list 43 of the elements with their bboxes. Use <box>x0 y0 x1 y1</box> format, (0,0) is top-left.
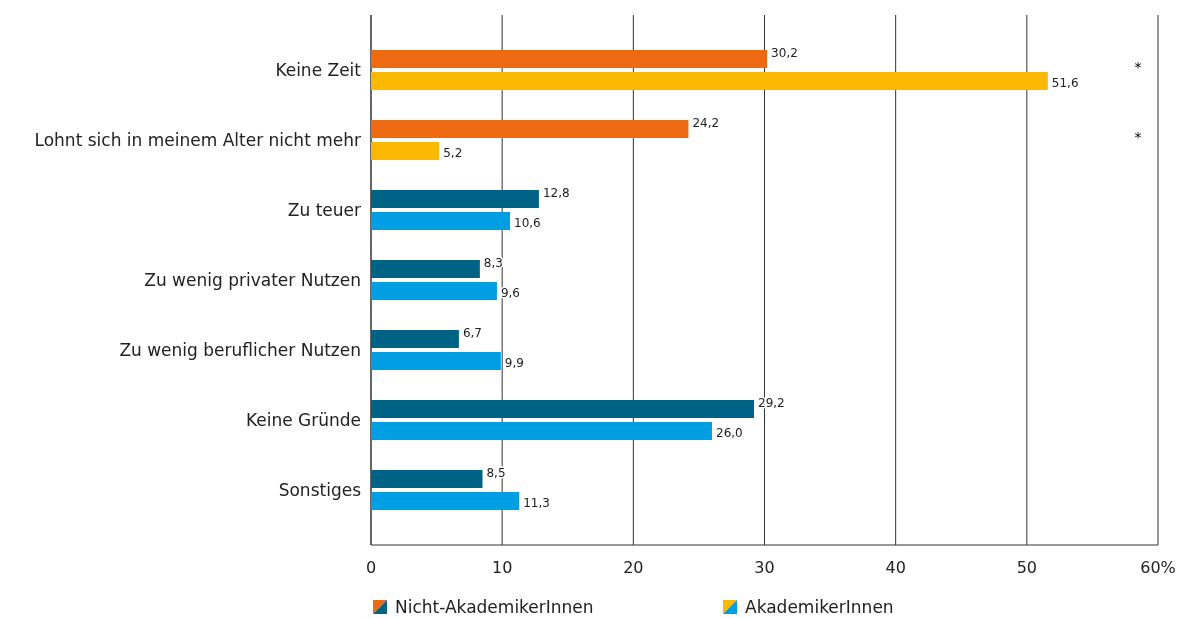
x-tick-label: 10 <box>491 558 513 577</box>
data-label: 26,0 <box>716 426 743 440</box>
y-tick-label: Keine Gründe <box>245 410 361 430</box>
bar <box>371 72 1048 90</box>
y-tick-label: Lohnt sich in meinem Alter nicht mehr <box>34 130 361 150</box>
bar <box>371 470 483 488</box>
x-tick-label: 40 <box>885 558 906 577</box>
bar <box>371 352 501 370</box>
bar <box>371 492 520 510</box>
bar <box>371 330 459 348</box>
x-tick-label: 60% <box>1140 558 1176 577</box>
data-label: 24,2 <box>692 116 720 130</box>
x-tick-label: 20 <box>623 558 644 577</box>
bar <box>371 282 497 300</box>
data-label: 12,8 <box>542 186 570 200</box>
data-label: 10,6 <box>514 216 541 230</box>
y-tick-label: Zu teuer <box>287 200 362 220</box>
y-tick-label: Sonstiges <box>278 480 362 500</box>
annotation: * <box>1134 59 1142 75</box>
bar <box>371 260 480 278</box>
data-label: 5,2 <box>443 146 463 160</box>
data-label: 6,7 <box>462 326 482 340</box>
data-label: 8,3 <box>483 256 503 270</box>
y-tick-label: Keine Zeit <box>275 60 362 80</box>
data-label: 11,3 <box>523 496 550 510</box>
x-tick-label: 50 <box>1016 558 1038 577</box>
legend-label: Nicht-AkademikerInnen <box>395 597 594 617</box>
y-tick-label: Zu wenig beruflicher Nutzen <box>119 340 361 360</box>
bar <box>371 190 539 208</box>
legend-label: AkademikerInnen <box>745 597 894 617</box>
data-label: 9,9 <box>504 356 524 370</box>
bar <box>371 50 768 68</box>
data-label: 51,6 <box>1051 76 1079 90</box>
x-tick-label: 0 <box>365 558 377 577</box>
bar <box>371 120 689 138</box>
bar <box>371 212 511 230</box>
data-label: 30,2 <box>771 46 798 60</box>
bar <box>371 422 713 440</box>
y-tick-label: Zu wenig privater Nutzen <box>144 270 361 290</box>
annotation: * <box>1134 129 1142 145</box>
x-tick-label: 30 <box>754 558 775 577</box>
bar <box>371 400 755 418</box>
bar <box>371 142 440 160</box>
